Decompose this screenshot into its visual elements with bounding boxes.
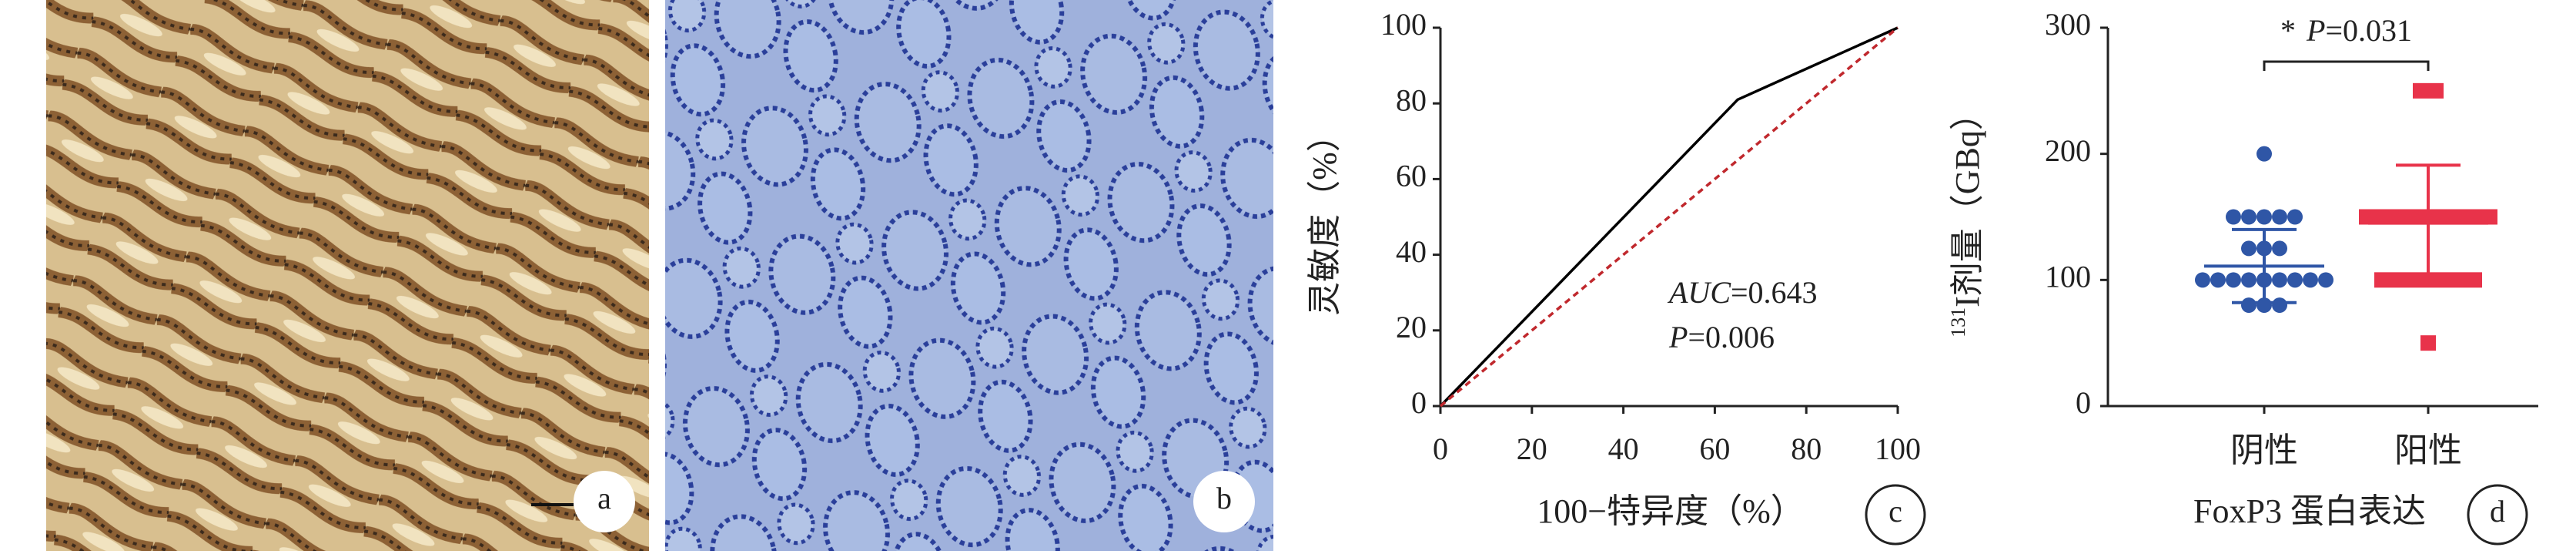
x-tick-label: 100: [1875, 431, 1921, 466]
y-tick-label: 100: [2045, 260, 2091, 294]
text-part: =0.643: [1731, 275, 1818, 310]
text-part: P: [1668, 320, 1688, 354]
point: [2428, 82, 2444, 99]
point: [2195, 272, 2210, 288]
point: [2241, 272, 2257, 288]
panel-badge: [2467, 484, 2528, 546]
point: [2241, 209, 2257, 225]
y-tick-label: 20: [1396, 310, 1427, 344]
point: [2374, 272, 2390, 288]
point: [2226, 272, 2241, 288]
x-tick-label: 阴性: [2230, 431, 2298, 469]
y-tick-label: 0: [1411, 385, 1427, 420]
point: [2467, 209, 2482, 225]
point: [2390, 209, 2405, 225]
point: [2359, 209, 2374, 225]
text-part: P: [2306, 13, 2325, 48]
text-part: AUC: [1667, 275, 1731, 310]
micrograph-b: [665, 0, 1273, 551]
point: [2467, 272, 2482, 288]
y-tick-label: 0: [2076, 385, 2091, 420]
x-tick-label: 20: [1517, 431, 1547, 466]
panel-badge: [574, 471, 635, 532]
point: [2272, 209, 2287, 225]
text-part: I剂量（GBq）: [1949, 96, 1986, 307]
point: [2482, 209, 2497, 225]
point: [2318, 272, 2333, 288]
text-part: =0.006: [1688, 320, 1775, 354]
panel-badge: [1865, 484, 1926, 546]
point: [2210, 272, 2226, 288]
panel-label: a: [597, 481, 611, 515]
point: [2374, 209, 2390, 225]
text-part: =0.031: [2325, 13, 2412, 48]
point: [2436, 209, 2451, 225]
point: [2405, 209, 2420, 225]
panel-label: c: [1889, 494, 1902, 529]
x-tick-label: 阳性: [2394, 431, 2462, 469]
point: [2272, 272, 2287, 288]
roc-line: [1439, 26, 1899, 408]
x-tick-label: 0: [1433, 431, 1448, 466]
point: [2257, 146, 2272, 162]
y-tick-label: 40: [1396, 234, 1427, 269]
panel-label: b: [1216, 481, 1232, 515]
point: [2241, 297, 2257, 314]
micrograph-a: [46, 0, 649, 551]
point: [2241, 240, 2257, 257]
point: [2272, 240, 2287, 257]
y-tick-label: 80: [1396, 82, 1427, 117]
panel-badge: [1193, 471, 1255, 532]
annotation: AUC=0.643: [1667, 275, 1818, 310]
roc-line: [1439, 26, 1899, 408]
point: [2257, 209, 2272, 225]
point: [2226, 209, 2241, 225]
x-axis-label: FoxP3 蛋白表达: [2193, 492, 2426, 530]
point: [2287, 209, 2303, 225]
y-tick-label: 60: [1396, 159, 1427, 193]
y-tick-label: 200: [2045, 133, 2091, 168]
error-bar: [2396, 163, 2461, 283]
y-tick-label: 100: [1380, 7, 1427, 42]
point: [2303, 272, 2318, 288]
text-part: 131: [1947, 307, 1969, 337]
point: [2451, 209, 2467, 225]
annotation: P=0.006: [1668, 320, 1775, 354]
y-axis-label: 灵敏度（%）: [1306, 118, 1343, 316]
significance-bracket: [2263, 60, 2430, 71]
panel-label: d: [2490, 494, 2505, 529]
x-tick-label: 80: [1791, 431, 1822, 466]
x-axis-label: 100−特异度（%）: [1537, 492, 1804, 530]
point: [2420, 335, 2436, 351]
point: [2272, 297, 2287, 314]
y-tick-label: 300: [2045, 7, 2091, 42]
text-part: *: [2280, 13, 2296, 48]
x-tick-label: 60: [1699, 431, 1730, 466]
x-tick-label: 40: [1608, 431, 1639, 466]
point: [2413, 82, 2428, 99]
error-bar: [2232, 227, 2297, 304]
y-axis-label: 131I剂量（GBq）: [1947, 96, 1986, 337]
significance-label: * P=0.031: [2280, 13, 2412, 48]
point: [2287, 272, 2303, 288]
